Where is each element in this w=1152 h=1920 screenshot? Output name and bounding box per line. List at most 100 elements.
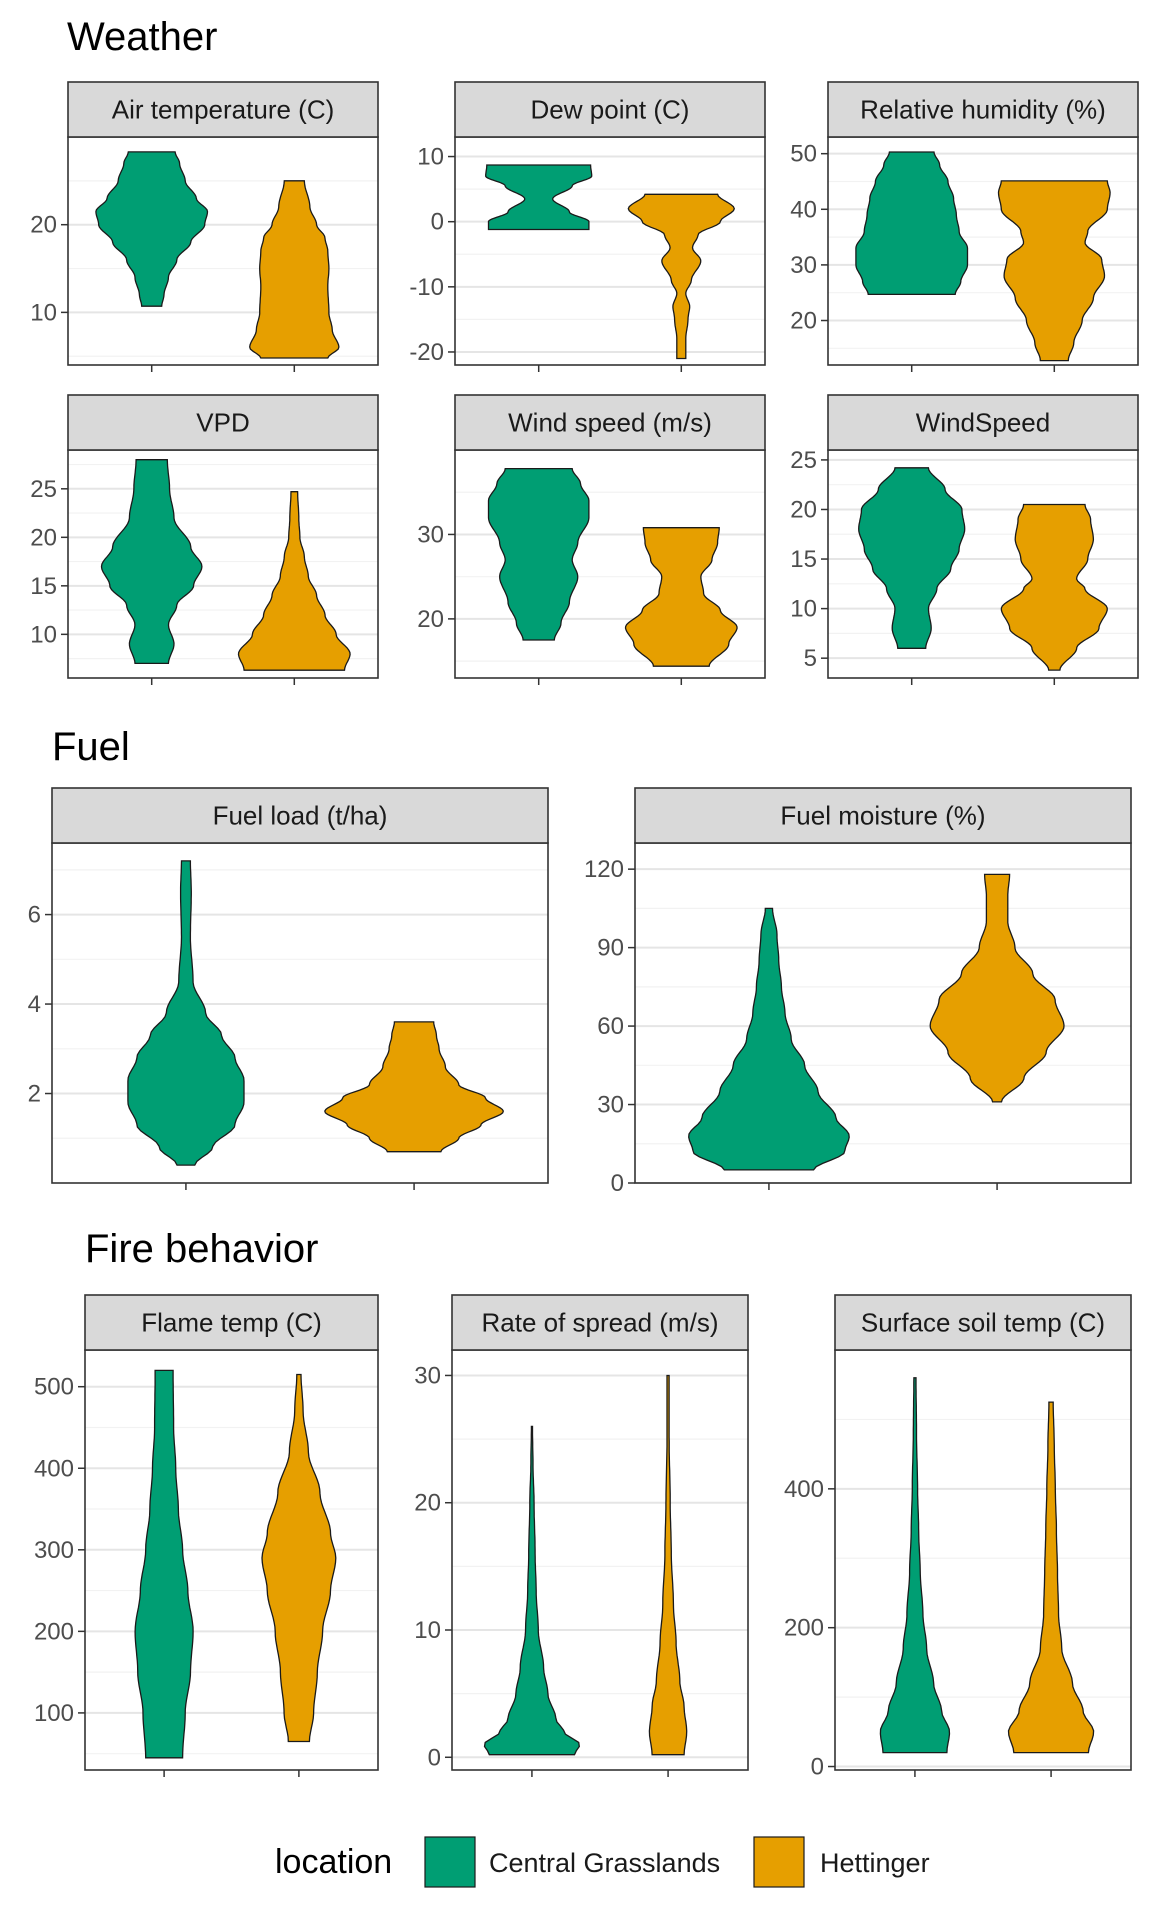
y-tick-label: 10 [790,596,817,623]
y-tick-label: 4 [28,991,41,1018]
strip-background [451,1294,749,1351]
y-tick-label: 0 [431,209,444,236]
y-tick-label: 15 [790,546,817,573]
y-tick-label: 30 [597,1092,624,1119]
panel-background [452,1350,748,1770]
y-tick-label: 10 [30,299,57,326]
y-tick-label: -20 [409,339,444,366]
strip-background [827,81,1139,138]
violin-central-grasslands [134,1369,194,1759]
strip-background [834,1294,1132,1351]
y-tick-label: 10 [417,144,444,171]
panel-title: VPD [196,408,249,438]
y-tick-label: 120 [584,856,624,883]
panel-fuel-moisture: 0 30 60 90 120 Fuel moisture (%) [584,787,1132,1197]
strip-background [454,81,766,138]
panel-surface-soil-temp-c: 0 200 400 Surface soil temp (C) [784,1294,1132,1781]
y-tick-label: 10 [30,621,57,648]
violin-hettinger [627,193,736,360]
panel-title: Dew point (C) [531,95,690,125]
panel-rate-of-spread-m-s: 0 10 20 30 Rate of spread (m/s) [414,1294,749,1777]
violin-central-grasslands [127,860,245,1166]
panel-title: Flame temp (C) [141,1308,322,1338]
panel-air-temperature-c: 10 20 Air temperature (C) [30,81,379,372]
panel-flame-temp-c: 100 200 300 400 500 Flame temp (C) [34,1294,379,1777]
violin-hettinger [648,1374,688,1756]
y-tick-label: 100 [34,1700,74,1727]
panel-title: Fuel moisture (%) [780,801,985,831]
violin-hettinger [237,491,351,671]
section-title-weather: Weather [67,15,217,59]
violin-central-grasslands [858,467,966,649]
violin-central-grasslands [879,1377,951,1754]
y-tick-label: 15 [30,573,57,600]
y-tick-label: 90 [597,935,624,962]
section-title-fire-behavior: Fire behavior [85,1227,318,1271]
y-tick-label: 30 [790,252,817,279]
legend-label-hettinger: Hettinger [820,1848,930,1878]
violin-hettinger [1007,1401,1095,1754]
panel-background [52,843,548,1183]
panel-title: Surface soil temp (C) [861,1308,1105,1338]
y-tick-label: 6 [28,902,41,929]
legend: location Central Grasslands Hettinger [275,1836,930,1888]
panel-windspeed: 5 10 15 20 25 WindSpeed [790,394,1139,685]
y-tick-label: -10 [409,274,444,301]
violin-central-grasslands [487,467,590,641]
violin-central-grasslands [483,1425,580,1756]
y-tick-label: 400 [34,1455,74,1482]
violin-hettinger [324,1021,505,1153]
violin-hettinger [249,180,340,359]
panel-dew-point-c: -20 -10 0 10 Dew point (C) [409,81,766,372]
y-tick-label: 30 [414,1362,441,1389]
y-tick-label: 20 [30,524,57,551]
y-tick-label: 20 [414,1490,441,1517]
violin-hettinger [624,527,738,667]
strip-background [454,394,766,451]
y-tick-label: 2 [28,1081,41,1108]
strip-background [84,1294,379,1351]
violin-central-grasslands [95,151,209,307]
legend-key-hettinger [753,1836,805,1888]
violin-hettinger [997,180,1111,362]
y-tick-label: 30 [417,521,444,548]
y-tick-label: 0 [611,1170,624,1197]
panel-fuel-load-t-ha: 2 4 6 Fuel load (t/ha) [28,787,549,1190]
y-tick-label: 20 [790,308,817,335]
y-tick-label: 25 [30,476,57,503]
strip-background [634,787,1132,844]
y-tick-label: 5 [804,645,817,672]
strip-background [67,81,379,138]
y-tick-label: 500 [34,1374,74,1401]
strip-background [67,394,379,451]
y-tick-label: 20 [417,606,444,633]
y-tick-label: 40 [790,196,817,223]
y-tick-label: 20 [790,496,817,523]
section-title-fuel: Fuel [52,725,130,769]
panel-title: Wind speed (m/s) [508,408,712,438]
panel-title: Air temperature (C) [112,95,335,125]
violin-central-grasslands [855,151,969,296]
y-tick-label: 400 [784,1476,824,1503]
violin-central-grasslands [485,164,593,231]
legend-label-central-grasslands: Central Grasslands [489,1848,720,1878]
panel-vpd: 10 15 20 25 VPD [30,394,379,685]
panel-title: Relative humidity (%) [860,95,1106,125]
violin-hettinger [1000,503,1108,671]
y-tick-label: 200 [784,1615,824,1642]
legend-title: location [275,1843,392,1881]
violin-central-grasslands [688,907,850,1171]
y-tick-label: 10 [414,1617,441,1644]
y-tick-label: 20 [30,212,57,239]
panel-title: Rate of spread (m/s) [482,1308,719,1338]
violin-central-grasslands [100,459,203,665]
panel-relative-humidity: 20 30 40 50 Relative humidity (%) [790,81,1139,372]
panel-background [835,1350,1131,1770]
panel-title: Fuel load (t/ha) [213,801,388,831]
violin-hettinger [261,1373,337,1743]
y-tick-label: 300 [34,1537,74,1564]
violin-hettinger [929,873,1065,1103]
y-tick-label: 0 [811,1754,824,1781]
